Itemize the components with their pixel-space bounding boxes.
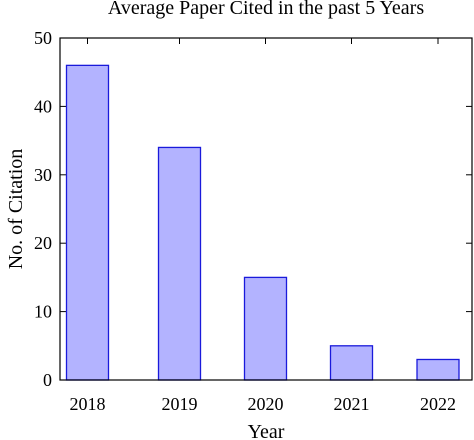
y-tick-label: 0 [43,370,52,390]
bar-2018 [65,64,110,381]
y-tick-label: 50 [34,28,52,48]
bars [65,64,460,381]
x-tick-label: 2019 [162,394,198,414]
bar-2020 [243,276,288,381]
y-tick-label: 30 [34,165,52,185]
y-tick-label: 40 [34,96,52,116]
plot-frame [59,37,473,381]
x-tick-label: 2022 [420,394,456,414]
y-axis-label: No. of Citation [5,149,27,270]
x-tick-label: 2021 [334,394,370,414]
x-tick-label: 2018 [70,394,106,414]
x-axis-label: Year [248,421,285,440]
bar-2021 [329,345,374,381]
x-axis-ticks: 2018 2019 2020 2021 2022 [70,38,456,414]
x-tick-label: 2020 [248,394,284,414]
bar-2019 [157,146,202,381]
chart-title: Average Paper Cited in the past 5 Years [108,0,424,19]
y-tick-label: 20 [34,233,52,253]
y-axis-ticks: 0 10 20 30 40 50 [34,28,472,390]
y-tick-label: 10 [34,302,52,322]
bar-2022 [416,358,460,381]
